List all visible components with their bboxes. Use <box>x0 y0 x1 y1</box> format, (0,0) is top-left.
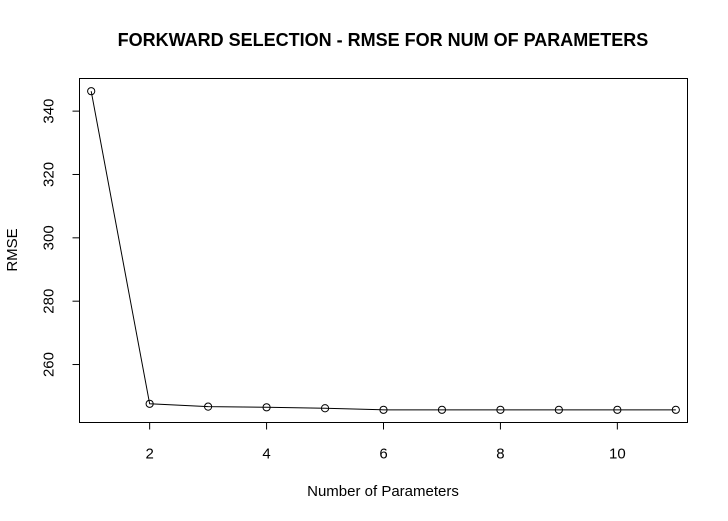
x-axis-label: Number of Parameters <box>307 483 459 500</box>
data-point <box>613 405 622 414</box>
data-point <box>671 405 680 414</box>
data-point <box>554 405 563 414</box>
chart-title: FORKWARD SELECTION - RMSE FOR NUM OF PAR… <box>118 30 649 50</box>
x-tick-label: 10 <box>609 446 626 463</box>
data-point <box>262 403 271 412</box>
x-axis: 2 4 6 8 10 <box>145 422 626 463</box>
y-tick-label: 260 <box>41 352 58 377</box>
y-axis: 260 280 300 320 340 <box>41 99 80 377</box>
y-tick-label: 340 <box>41 99 58 124</box>
data-point <box>379 405 388 414</box>
series-line <box>90 91 676 411</box>
data-point <box>204 402 213 411</box>
series-group <box>87 87 680 414</box>
data-point <box>145 399 154 408</box>
y-tick-label: 300 <box>41 225 58 250</box>
x-tick-label: 6 <box>379 446 387 463</box>
x-tick-label: 8 <box>496 446 504 463</box>
y-tick-label: 280 <box>41 289 58 314</box>
data-point <box>496 405 505 414</box>
data-point <box>320 404 330 413</box>
y-tick-label: 320 <box>41 162 58 187</box>
y-axis-label: RMSE <box>4 228 21 271</box>
data-point <box>87 87 96 96</box>
data-point <box>437 405 447 414</box>
x-tick-label: 4 <box>262 446 270 463</box>
x-tick-label: 2 <box>145 446 153 463</box>
